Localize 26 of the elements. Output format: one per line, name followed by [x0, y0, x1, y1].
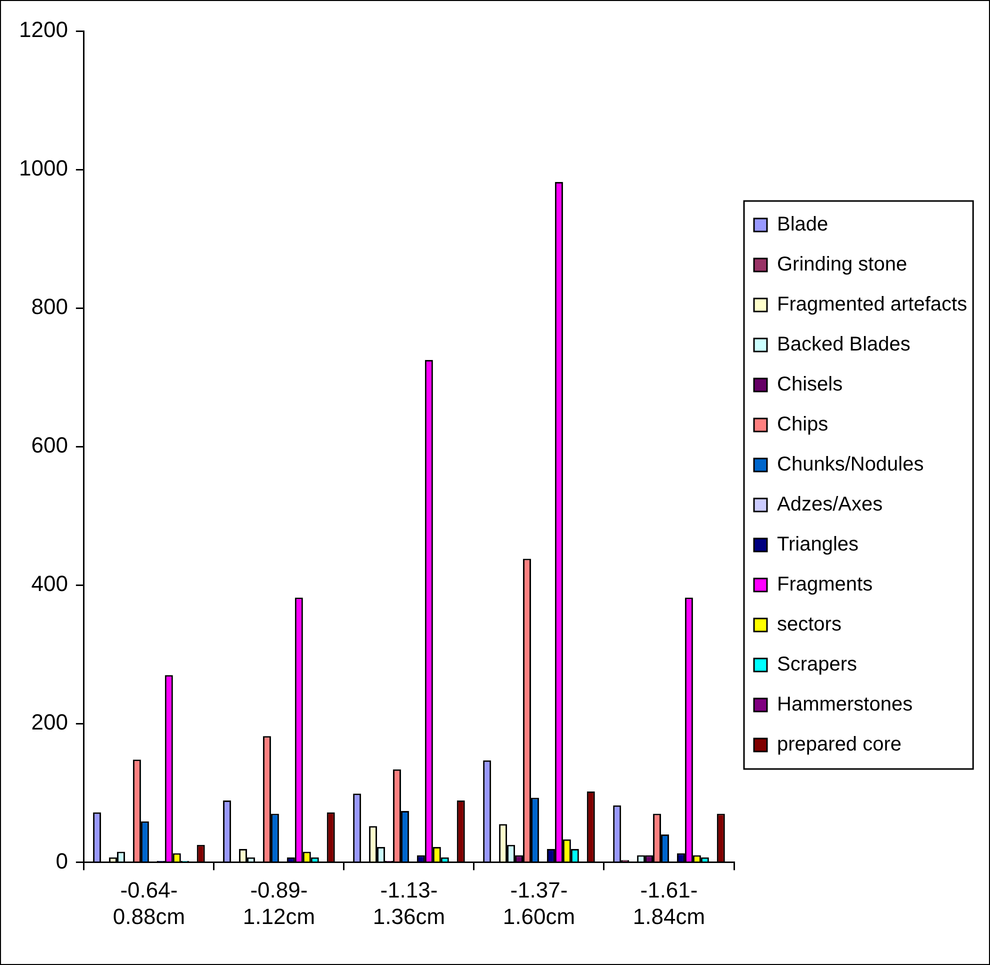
y-tick-label: 1200: [18, 17, 68, 42]
x-tick-label: -1.61-1.84cm: [632, 877, 706, 929]
legend-label: Triangles: [777, 534, 859, 556]
y-tick-label: 400: [31, 571, 68, 596]
y-tick-label: 600: [31, 432, 68, 458]
x-tick-label: -0.64-0.88cm: [112, 877, 186, 929]
legend-label: sectors: [777, 614, 842, 636]
y-tick-label: 0: [56, 848, 68, 874]
legend-label: prepared core: [777, 734, 902, 756]
legend-label: Chips: [777, 414, 828, 436]
x-tick-label: -1.37-1.60cm: [502, 877, 576, 929]
x-tick-label: -1.13-1.36cm: [372, 877, 446, 929]
y-tick-label: 800: [31, 294, 68, 320]
legend-label: Fragmented artefacts: [777, 294, 968, 316]
legend-label: Scrapers: [777, 654, 858, 676]
legend-label: Backed Blades: [777, 334, 910, 356]
legend-label: Grinding stone: [777, 254, 908, 276]
x-tick-label: -0.89-1.12cm: [242, 877, 316, 929]
y-tick-label: 1000: [18, 156, 68, 181]
legend-label: Chisels: [777, 374, 843, 396]
y-tick-label: 200: [31, 710, 68, 735]
legend-label: Adzes/Axes: [777, 494, 883, 516]
legend-label: Chunks/Nodules: [777, 454, 924, 476]
legend-label: Fragments: [777, 574, 873, 596]
legend-label: Hammerstones: [777, 694, 913, 716]
legend-label: Blade: [777, 214, 828, 236]
